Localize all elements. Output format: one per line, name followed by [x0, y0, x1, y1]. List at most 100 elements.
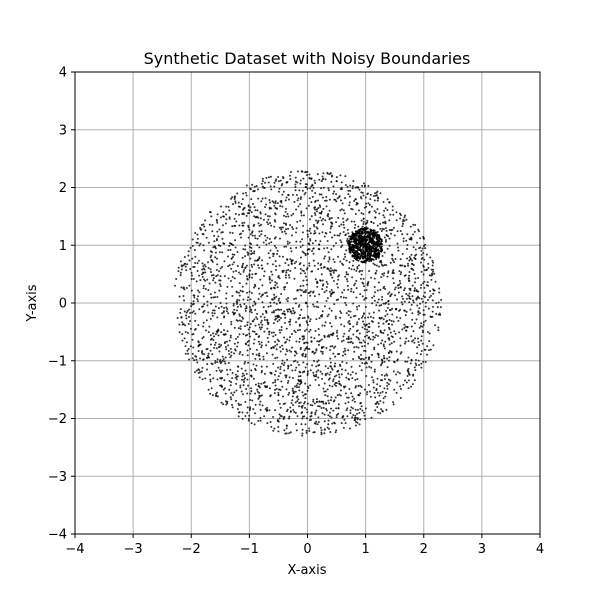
scatter-point: [339, 310, 342, 313]
scatter-point: [334, 396, 337, 399]
scatter-point: [342, 221, 345, 224]
scatter-point: [237, 201, 240, 204]
scatter-point: [387, 271, 390, 274]
scatter-point: [344, 197, 347, 200]
scatter-point: [342, 223, 345, 226]
scatter-point: [352, 413, 355, 416]
scatter-point: [414, 337, 417, 340]
scatter-point: [342, 426, 345, 429]
scatter-point: [317, 268, 320, 271]
scatter-point: [309, 369, 312, 372]
scatter-point: [210, 302, 213, 305]
scatter-point: [403, 327, 406, 330]
scatter-point: [398, 279, 401, 282]
scatter-point: [290, 214, 293, 217]
scatter-point: [283, 429, 286, 432]
scatter-point: [231, 285, 234, 288]
scatter-point: [301, 238, 304, 241]
scatter-point: [361, 362, 364, 365]
x-axis-label: X-axis: [288, 563, 327, 578]
scatter-point: [317, 343, 320, 346]
scatter-point: [285, 298, 288, 301]
scatter-point: [364, 245, 367, 248]
scatter-point: [351, 342, 354, 345]
scatter-point: [409, 225, 412, 228]
scatter-point: [367, 316, 370, 319]
scatter-point: [377, 402, 380, 405]
scatter-point: [300, 196, 303, 199]
scatter-point: [292, 409, 295, 412]
scatter-point: [265, 344, 268, 347]
scatter-point: [299, 179, 302, 182]
scatter-point: [305, 207, 308, 210]
x-axis-ticks: −4 −3 −2 −1 0 1 2 3 4: [65, 534, 544, 557]
scatter-point: [235, 378, 238, 381]
scatter-point: [354, 372, 357, 375]
scatter-point: [278, 318, 281, 321]
scatter-point: [295, 208, 298, 211]
scatter-point: [330, 216, 333, 219]
scatter-point: [247, 252, 250, 255]
scatter-point: [346, 280, 349, 283]
scatter-point: [371, 331, 374, 334]
scatter-point: [392, 259, 395, 262]
scatter-point: [402, 218, 405, 221]
scatter-point: [335, 413, 338, 416]
scatter-point: [234, 202, 237, 204]
scatter-point: [414, 369, 417, 372]
scatter-point: [230, 197, 233, 200]
scatter-point: [224, 345, 227, 348]
scatter-point: [326, 240, 329, 243]
scatter-point: [387, 326, 390, 329]
scatter-point: [362, 312, 365, 315]
scatter-point: [246, 253, 249, 256]
scatter-point: [364, 239, 367, 242]
scatter-point: [227, 265, 230, 268]
scatter-point: [290, 260, 293, 263]
scatter-point: [285, 271, 288, 274]
scatter-point: [288, 174, 291, 177]
scatter-point: [422, 264, 425, 267]
scatter-point: [288, 241, 291, 244]
scatter-point: [336, 337, 339, 340]
scatter-point: [203, 278, 206, 281]
scatter-point: [311, 183, 314, 186]
scatter-point: [394, 308, 397, 311]
scatter-point: [187, 315, 190, 318]
scatter-point: [223, 275, 226, 278]
scatter-point: [401, 264, 404, 267]
x-tick-label: 1: [361, 542, 369, 557]
scatter-point: [191, 311, 194, 314]
scatter-point: [247, 419, 250, 422]
scatter-point: [358, 338, 361, 341]
scatter-point: [191, 303, 194, 306]
scatter-point: [372, 320, 375, 323]
scatter-point: [249, 306, 251, 309]
scatter-point: [350, 207, 353, 210]
scatter-point: [376, 391, 379, 394]
scatter-point: [295, 396, 298, 399]
scatter-point: [286, 242, 289, 245]
scatter-point: [403, 287, 406, 290]
scatter-point: [197, 259, 200, 262]
scatter-point: [432, 261, 435, 264]
scatter-point: [288, 276, 291, 279]
scatter-point: [296, 382, 299, 385]
scatter-point: [174, 284, 177, 287]
scatter-point: [217, 328, 220, 331]
scatter-point: [265, 352, 268, 355]
scatter-point: [358, 235, 361, 238]
scatter-point: [346, 218, 349, 221]
scatter-point: [365, 334, 368, 337]
scatter-point: [421, 256, 424, 259]
scatter-point: [422, 309, 425, 312]
scatter-point: [300, 214, 303, 217]
scatter-point: [313, 295, 316, 298]
scatter-point: [251, 265, 254, 268]
scatter-point: [329, 333, 332, 336]
scatter-point: [374, 192, 377, 195]
scatter-point: [352, 180, 355, 183]
scatter-point: [225, 297, 228, 300]
scatter-point: [269, 395, 272, 398]
scatter-point: [330, 248, 333, 251]
